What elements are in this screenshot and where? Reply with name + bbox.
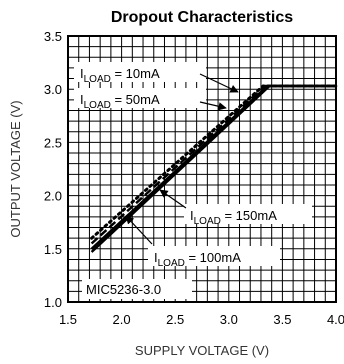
- y-tick-label: 3.0: [44, 82, 62, 97]
- y-tick-label: 1.0: [44, 295, 62, 310]
- annotation-box: [184, 204, 312, 224]
- annotation-box: [74, 62, 206, 82]
- annotation-arrow: [199, 73, 239, 93]
- x-tick-label: 1.5: [59, 312, 77, 327]
- x-tick-label: 3.0: [220, 312, 238, 327]
- x-tick-labels: 1.5 2.0 2.5 3.0 3.5 4.0: [59, 312, 344, 327]
- y-axis-label: OUTPUT VOLTAGE (V): [8, 100, 23, 237]
- annotation-arrow: [125, 215, 153, 245]
- y-tick-label: 2.0: [44, 189, 62, 204]
- y-tick-labels: 1.0 1.5 2.0 2.5 3.0 3.5: [44, 29, 62, 310]
- annotation-label: ILOAD = 100mA: [154, 250, 241, 269]
- annotation-arrow: [199, 101, 227, 111]
- annotation-label: ILOAD = 50mA: [80, 92, 160, 111]
- plot-frame: [67, 35, 337, 303]
- y-tick-label: 1.5: [44, 242, 62, 257]
- y-tick-label: 2.5: [44, 135, 62, 150]
- annotation-box: [74, 88, 206, 108]
- x-tick-label: 2.0: [113, 312, 131, 327]
- annotation-layer: ILOAD = 10mA ILOAD = 50mA ILOAD = 150mA ILO…: [74, 62, 312, 299]
- y-tick-label: 3.5: [44, 29, 62, 44]
- chart-title: Dropout Characteristics: [111, 9, 293, 26]
- x-axis-label: SUPPLY VOLTAGE (V): [135, 343, 269, 358]
- x-tick-label: 3.5: [273, 312, 291, 327]
- annotation-box: [148, 246, 280, 266]
- series-layer: [90, 84, 338, 253]
- x-tick-label: 2.5: [166, 312, 184, 327]
- part-label: MIC5236-3.0: [86, 282, 161, 297]
- annotation-arrow: [159, 189, 187, 209]
- x-tick-label: 4.0: [327, 312, 344, 327]
- part-label-box: [82, 279, 192, 299]
- series-line-4: [90, 84, 336, 253]
- annotation-label: ILOAD = 10mA: [80, 66, 160, 85]
- annotation-label: ILOAD = 150mA: [190, 208, 277, 227]
